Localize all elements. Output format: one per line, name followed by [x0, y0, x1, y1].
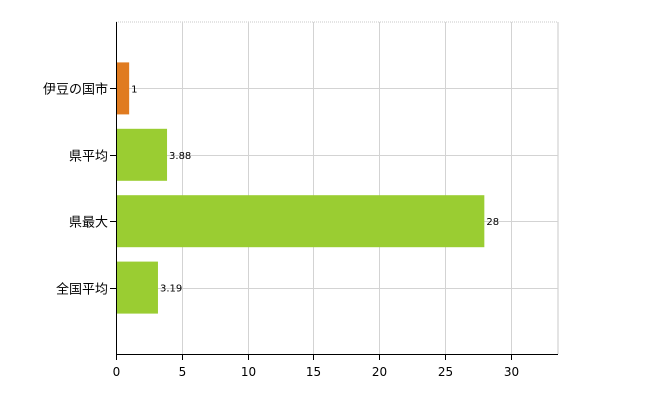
- bars: [116, 62, 485, 314]
- x-tick-label: 15: [306, 365, 321, 379]
- bar: [116, 62, 130, 115]
- data-label: 3.19: [160, 284, 182, 295]
- bar: [116, 128, 168, 181]
- category-label: 伊豆の国市: [43, 82, 108, 98]
- bar: [116, 261, 158, 314]
- data-label: 3.88: [169, 151, 191, 162]
- data-label: 1: [131, 84, 137, 95]
- x-tick-label: 25: [438, 365, 453, 379]
- axes: [110, 22, 558, 360]
- x-tick-label: 5: [179, 365, 187, 379]
- data-label: 28: [486, 217, 499, 228]
- x-tick-label: 20: [372, 365, 387, 379]
- category-label: 全国平均: [56, 282, 108, 298]
- category-label: 県最大: [69, 216, 108, 231]
- bar: [116, 195, 485, 248]
- x-tick-label: 10: [241, 365, 256, 379]
- x-tick-label: 30: [504, 365, 519, 379]
- category-label: 県平均: [69, 150, 108, 165]
- x-tick-label: 0: [113, 365, 121, 379]
- gridlines: [116, 21, 559, 354]
